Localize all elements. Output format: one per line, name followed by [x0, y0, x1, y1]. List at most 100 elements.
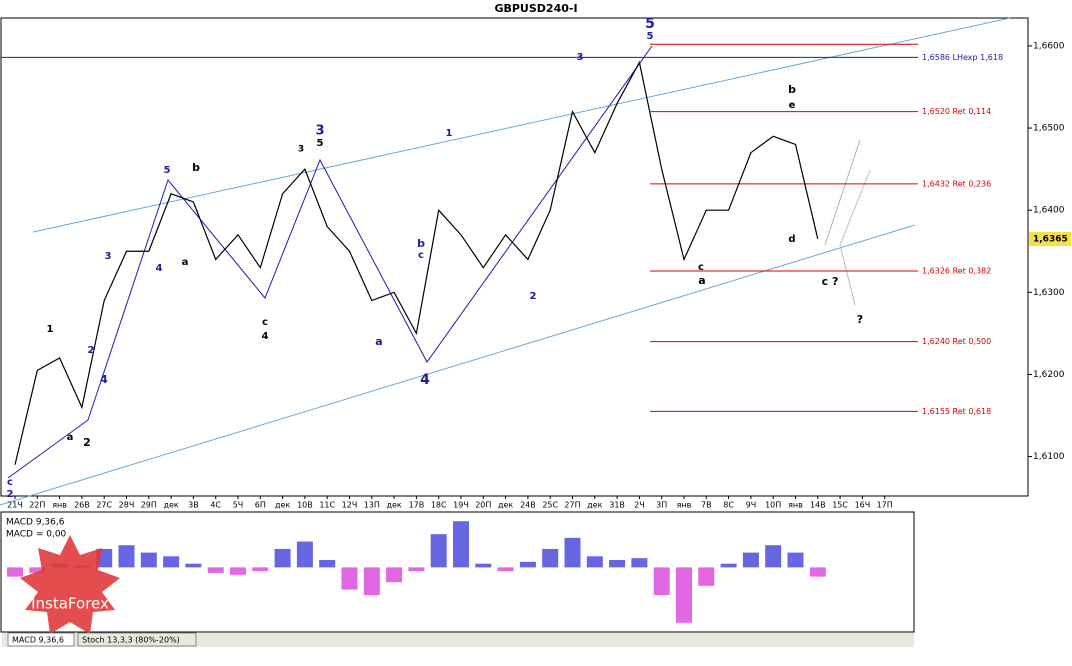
macd-bar [207, 567, 224, 573]
macd-bar [519, 561, 536, 568]
wave-label: 1 [446, 128, 453, 139]
y-tick-label: 1,6600 [1033, 41, 1065, 51]
wave-label: 4 [420, 372, 430, 388]
x-tick-label: 13П [364, 501, 380, 510]
macd-frame [0, 511, 915, 633]
projection-line [839, 244, 856, 306]
price-frame [0, 17, 1029, 497]
x-tick-label: дек [163, 501, 178, 510]
indicator-tab-label[interactable]: Stoch 13,3,3 (80%-20%) [82, 636, 180, 645]
macd-bar [274, 548, 291, 568]
x-tick-label: янв [788, 501, 803, 510]
macd-value-label: MACD = 0,00 [6, 530, 67, 540]
x-tick-label: дек [587, 501, 602, 510]
x-tick-label: 16Ч [855, 501, 871, 510]
wave-label: a [698, 274, 705, 287]
level-label: 1,6155 Ret 0,618 [922, 407, 991, 416]
wave-label: 5 [317, 138, 324, 149]
macd-bar [475, 563, 492, 568]
macd-bar [140, 552, 157, 568]
wave-label: ? [857, 313, 863, 326]
x-tick-label: 3П [656, 501, 667, 510]
macd-bar [631, 558, 648, 568]
x-tick-label: 29П [141, 501, 157, 510]
macd-bar [742, 552, 759, 568]
price-line [14, 60, 819, 465]
macd-bar [698, 567, 715, 586]
wave-label: 2 [530, 291, 537, 302]
x-tick-label: 9Ч [746, 501, 757, 510]
macd-bar [252, 567, 269, 572]
x-tick-label: 3В [188, 501, 199, 510]
wave-label: 5 [647, 31, 654, 42]
wave-label: a [67, 432, 74, 443]
level-label: 1,6240 Ret 0,500 [922, 337, 991, 346]
y-tick-label: 1,6200 [1033, 370, 1065, 380]
x-tick-label: 10П [765, 501, 781, 510]
brand-logo: InstaForex [20, 535, 120, 634]
macd-bar [653, 567, 670, 596]
macd-bar [341, 567, 358, 590]
indicator-tab[interactable] [77, 632, 197, 647]
chart-title: GBPUSD240-I [494, 2, 577, 15]
level-label: 1,6432 Ret 0,236 [922, 179, 991, 188]
wave-label: c [418, 250, 424, 261]
level-label: 1,6586 LHexp 1,618 [922, 53, 1003, 62]
x-tick-label: 6П [255, 501, 266, 510]
x-tick-label: 28Ч [119, 501, 135, 510]
wave-label: 4 [156, 263, 163, 274]
x-tick-label: 11С [319, 501, 335, 510]
x-tick-label: 31В [609, 501, 625, 510]
macd-bar [542, 548, 559, 568]
x-tick-label: 17В [409, 501, 425, 510]
wave-line [7, 45, 653, 479]
channel-line [0, 224, 916, 506]
x-tick-label: 4С [210, 501, 221, 510]
x-tick-label: 27П [564, 501, 580, 510]
macd-bar [163, 556, 180, 568]
indicator-tab-label[interactable]: MACD 9,36,6 [12, 636, 64, 645]
x-tick-label: 12Ч [342, 501, 358, 510]
x-tick-label: дек [386, 501, 401, 510]
macd-bar [586, 556, 603, 568]
current-price-label: 1,6365 [1033, 234, 1068, 244]
macd-bar [386, 567, 403, 583]
logo-burst [20, 535, 120, 634]
macd-bar [453, 521, 469, 568]
level-label: 1,6520 Ret 0,114 [922, 107, 991, 116]
x-tick-label: 18С [431, 501, 447, 510]
wave-label: 1 [47, 324, 54, 335]
macd-bar [720, 563, 737, 568]
macd-bar [430, 534, 447, 568]
indicator-tab[interactable] [7, 632, 75, 647]
wave-label: b [788, 83, 796, 96]
x-tick-label: 24В [520, 501, 536, 510]
projection-line [824, 139, 861, 246]
x-tick-label: дек [498, 501, 513, 510]
wave-label: a [375, 335, 382, 348]
wave-label: 2 [83, 436, 91, 449]
tab-bar [2, 633, 914, 647]
x-tick-label: 10В [297, 501, 313, 510]
x-tick-label: 22П [29, 501, 45, 510]
x-tick-label: 26В [74, 501, 90, 510]
macd-bar [787, 552, 804, 568]
wave-label: 5 [645, 16, 655, 32]
macd-bar [363, 567, 380, 596]
wave-label: e [789, 100, 796, 111]
projection-line [839, 169, 871, 246]
macd-bar [809, 567, 826, 577]
x-tick-label: 21Ч [7, 501, 23, 510]
x-tick-label: 20П [475, 501, 491, 510]
x-tick-label: 7В [701, 501, 712, 510]
macd-bar [408, 567, 425, 572]
x-tick-label: янв [677, 501, 692, 510]
macd-bar [7, 567, 23, 577]
x-tick-label: 14В [810, 501, 826, 510]
wave-label: c [262, 317, 268, 328]
macd-bar [296, 541, 313, 568]
wave-label: 4 [262, 331, 269, 342]
macd-bar [765, 545, 782, 568]
wave-label: 2 [88, 345, 95, 356]
channel-line [32, 17, 1011, 233]
